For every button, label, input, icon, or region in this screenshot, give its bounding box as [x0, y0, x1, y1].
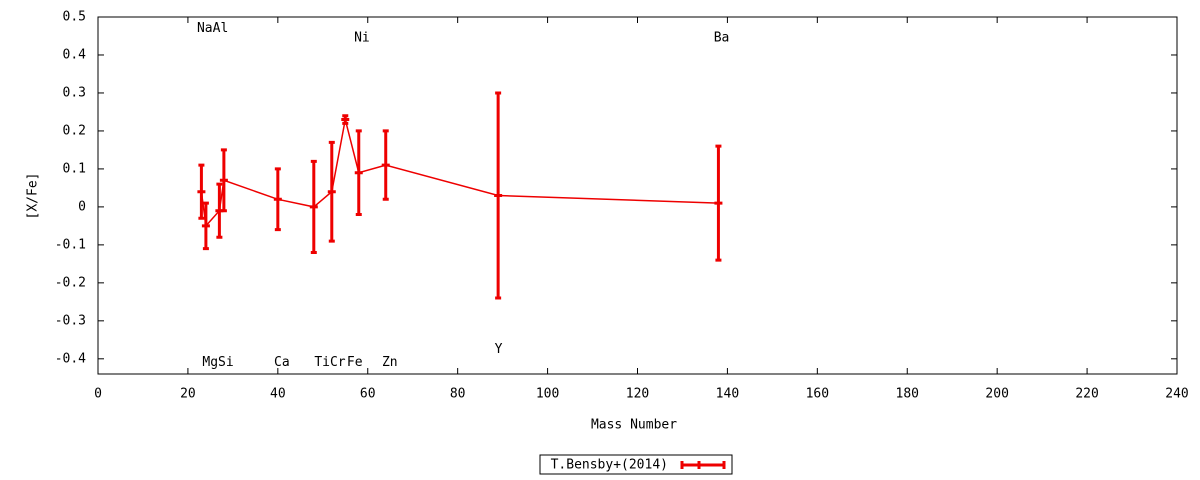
x-tick-label: 80 [450, 387, 466, 402]
x-tick-label: 40 [270, 387, 286, 402]
x-tick-label: 20 [180, 387, 196, 402]
legend-box [539, 454, 733, 475]
x-tick-label: 180 [896, 387, 919, 402]
x-tick-label: 240 [1165, 387, 1188, 402]
error-bar [341, 114, 350, 125]
y-tick-label: 0.2 [63, 123, 86, 138]
y-tick-label: 0 [78, 199, 86, 214]
element-label: Zn [382, 355, 398, 370]
error-bar [201, 201, 210, 251]
error-bar [354, 129, 363, 216]
element-label: Y [495, 342, 503, 357]
y-tick-label: -0.1 [55, 237, 86, 252]
x-tick-label: 160 [806, 387, 829, 402]
error-bar [215, 182, 224, 239]
x-tick-label: 60 [360, 387, 376, 402]
element-label: Ba [714, 30, 730, 45]
y-tick-label: -0.4 [55, 351, 86, 366]
y-tick-label: 0.4 [63, 47, 87, 62]
element-label: Ni [354, 30, 370, 45]
element-label: MgSi [202, 355, 233, 370]
element-label: TiCr [314, 355, 345, 370]
legend-label: T.Bensby+(2014) [551, 458, 668, 473]
x-axis-label: Mass Number [591, 418, 677, 433]
x-tick-label: 0 [94, 387, 102, 402]
y-axis-label: [X/Fe] [26, 173, 41, 220]
error-bar [273, 167, 282, 232]
y-tick-label: 0.5 [63, 10, 86, 25]
element-label: Ca [274, 355, 290, 370]
y-tick-label: 0.3 [63, 85, 86, 100]
error-bar [309, 159, 318, 254]
series-line [200, 119, 719, 228]
plot-frame [97, 16, 1178, 375]
y-tick-label: -0.2 [55, 275, 86, 290]
legend-swatch [680, 461, 726, 469]
error-bar [494, 91, 503, 300]
y-tick-label: -0.3 [55, 313, 86, 328]
element-label: Fe [347, 355, 363, 370]
error-bar [381, 129, 390, 201]
x-tick-label: 120 [626, 387, 649, 402]
error-bar [327, 140, 336, 243]
error-bar [714, 144, 723, 262]
y-tick-label: 0.1 [63, 161, 86, 176]
x-tick-label: 200 [985, 387, 1008, 402]
error-bar [219, 148, 228, 213]
x-tick-label: 220 [1075, 387, 1098, 402]
x-tick-label: 140 [716, 387, 739, 402]
x-tick-label: 100 [536, 387, 559, 402]
error-bar [197, 163, 206, 220]
element-label: NaAl [197, 21, 228, 36]
